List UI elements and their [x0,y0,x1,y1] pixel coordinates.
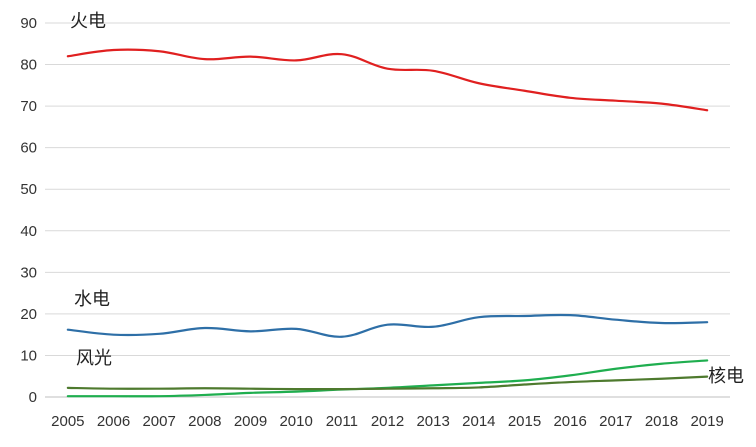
series-line-nuclear [66,375,709,391]
series-label-thermal: 火电 [70,11,106,32]
series-label-hydro: 水电 [74,289,110,310]
y-tick-80: 80 [20,57,37,74]
x-tick-2015: 2015 [508,413,541,430]
x-tick-labels: 2005 2006 2007 2008 2009 2010 2011 2012 2013 2014… [51,413,724,430]
y-tick-30: 30 [20,264,37,281]
grid-layer [45,22,730,398]
x-tick-2013: 2013 [416,413,449,430]
x-tick-2018: 2018 [645,413,678,430]
series-label-nuclear: 核电 [708,366,744,387]
y-tick-0: 0 [29,389,37,406]
series-line-wind-solar [66,359,709,398]
y-tick-40: 40 [20,223,37,240]
series-label-wind-solar: 风光 [76,348,112,369]
x-tick-2017: 2017 [599,413,632,430]
y-tick-10: 10 [20,347,37,364]
x-tick-2008: 2008 [188,413,221,430]
series-line-hydro [66,313,709,338]
x-tick-2009: 2009 [234,413,267,430]
y-tick-70: 70 [20,98,37,115]
y-tick-50: 50 [20,181,37,198]
x-tick-2019: 2019 [690,413,723,430]
x-tick-2005: 2005 [51,413,84,430]
y-tick-20: 20 [20,306,37,323]
x-tick-2014: 2014 [462,413,495,430]
x-tick-2011: 2011 [326,413,358,430]
series-labels: 火电 水电 风光 核电 [70,11,744,387]
x-tick-2007: 2007 [142,413,175,430]
y-tick-90: 90 [20,15,37,32]
series-layer [66,48,709,398]
y-tick-60: 60 [20,140,37,157]
x-tick-2012: 2012 [371,413,404,430]
x-tick-2006: 2006 [97,413,130,430]
x-tick-2010: 2010 [279,413,312,430]
x-tick-2016: 2016 [553,413,586,430]
series-line-thermal [66,48,709,112]
y-tick-labels: 0 10 20 30 40 50 60 70 80 90 [20,15,37,406]
